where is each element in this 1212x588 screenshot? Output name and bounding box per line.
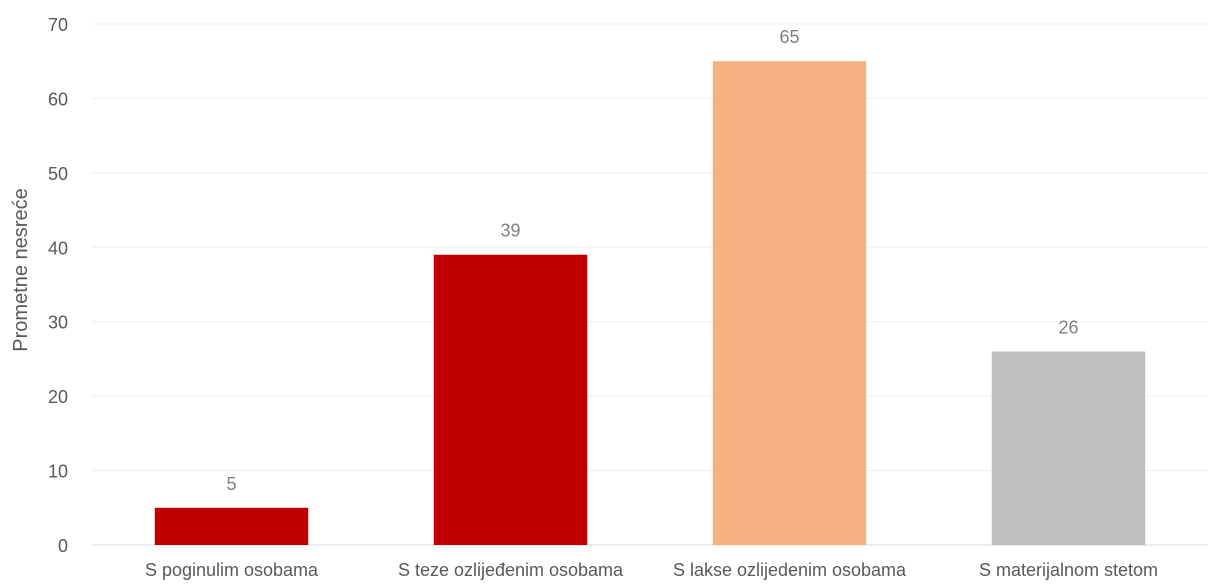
bar xyxy=(154,507,309,545)
x-tick-label: S poginulim osobama xyxy=(145,560,319,580)
y-tick-label: 30 xyxy=(48,313,68,333)
y-tick-label: 70 xyxy=(48,15,68,35)
x-tick-label: S lakse ozlijedenim osobama xyxy=(673,560,907,580)
x-tick-label: S teze ozlijeđenim osobama xyxy=(398,560,624,580)
bar xyxy=(712,61,867,545)
gridlines xyxy=(92,23,1208,472)
y-tick-label: 0 xyxy=(58,536,68,556)
bars xyxy=(154,61,1146,545)
y-tick-label: 40 xyxy=(48,238,68,258)
x-tick-label: S materijalnom stetom xyxy=(979,560,1158,580)
y-tick-label: 50 xyxy=(48,164,68,184)
y-tick-label: 10 xyxy=(48,462,68,482)
data-label: 65 xyxy=(779,27,799,47)
data-label: 26 xyxy=(1058,317,1078,337)
y-tick-label: 60 xyxy=(48,89,68,109)
y-axis-title: Prometne nesreće xyxy=(10,188,32,351)
data-label: 39 xyxy=(500,221,520,241)
axes: 0 10 20 30 40 50 60 70 S poginulim osobama S teze… xyxy=(48,15,1208,580)
data-label: 5 xyxy=(226,474,236,494)
data-labels: 5 39 65 26 xyxy=(226,27,1078,494)
bar xyxy=(991,351,1146,545)
bar xyxy=(433,254,588,545)
y-tick-label: 20 xyxy=(48,387,68,407)
